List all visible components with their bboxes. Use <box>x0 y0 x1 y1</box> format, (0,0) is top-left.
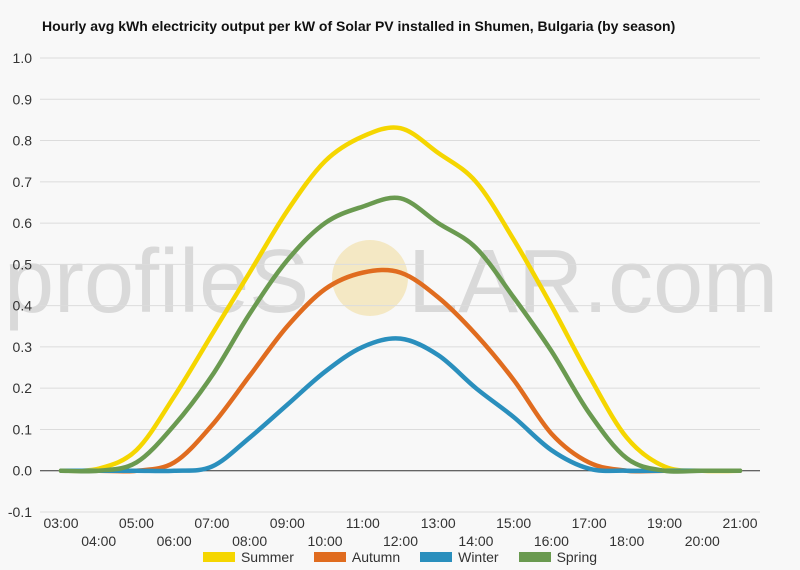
y-tick-label: -0.1 <box>8 504 32 520</box>
legend-label: Summer <box>240 549 294 565</box>
x-tick-label: 18:00 <box>609 533 644 549</box>
y-tick-label: 0.4 <box>13 298 33 314</box>
x-tick-label: 17:00 <box>572 515 607 531</box>
x-tick-label: 12:00 <box>383 533 418 549</box>
y-tick-label: 0.9 <box>13 91 33 107</box>
x-tick-label: 11:00 <box>346 515 380 531</box>
x-tick-label: 10:00 <box>308 533 343 549</box>
legend-item-spring[interactable]: Spring <box>518 549 598 565</box>
y-tick-label: 1.0 <box>13 50 33 66</box>
y-tick-label: 0.8 <box>13 133 33 149</box>
x-tick-label: 19:00 <box>647 515 682 531</box>
legend-label: Spring <box>556 549 598 565</box>
chart-title: Hourly avg kWh electricity output per kW… <box>42 18 676 34</box>
y-tick-label: 0.5 <box>13 256 33 272</box>
y-tick-label: 0.0 <box>13 463 33 479</box>
watermark-text-left: profileS <box>4 232 309 332</box>
legend: Summer Autumn Winter Spring <box>0 549 800 565</box>
x-tick-label: 04:00 <box>81 533 116 549</box>
legend-item-summer[interactable]: Summer <box>202 549 294 565</box>
series-line-spring <box>58 195 743 474</box>
watermark-text-right: LAR.com <box>408 232 778 332</box>
x-tick-label: 06:00 <box>157 533 192 549</box>
watermark-sun-icon <box>332 240 408 316</box>
legend-label: Winter <box>458 549 499 565</box>
legend-swatch <box>420 552 453 562</box>
y-tick-label: 0.3 <box>13 339 33 355</box>
series-line-summer <box>58 125 743 474</box>
y-tick-label: 0.2 <box>13 380 33 396</box>
legend-item-winter[interactable]: Winter <box>420 549 499 565</box>
x-tick-label: 14:00 <box>458 533 493 549</box>
series-line-winter <box>58 336 743 474</box>
x-tick-label: 05:00 <box>119 515 154 531</box>
x-tick-label: 03:00 <box>43 515 78 531</box>
x-tick-label: 07:00 <box>194 515 229 531</box>
legend-item-autumn[interactable]: Autumn <box>313 549 401 565</box>
x-tick-label: 15:00 <box>496 515 531 531</box>
legend-label: Autumn <box>351 549 401 565</box>
legend-swatch <box>518 552 551 562</box>
x-tick-label: 20:00 <box>685 533 720 549</box>
y-tick-label: 0.6 <box>13 215 33 231</box>
x-tick-label: 13:00 <box>421 515 456 531</box>
x-tick-label: 08:00 <box>232 533 267 549</box>
legend-swatch <box>202 552 235 562</box>
legend-swatch <box>313 552 346 562</box>
x-tick-label: 21:00 <box>722 515 757 531</box>
x-tick-label: 09:00 <box>270 515 305 531</box>
x-tick-label: 16:00 <box>534 533 569 549</box>
y-tick-label: 0.1 <box>13 421 33 437</box>
y-tick-label: 0.7 <box>13 174 33 190</box>
watermark: profileS LAR.com <box>4 232 778 332</box>
